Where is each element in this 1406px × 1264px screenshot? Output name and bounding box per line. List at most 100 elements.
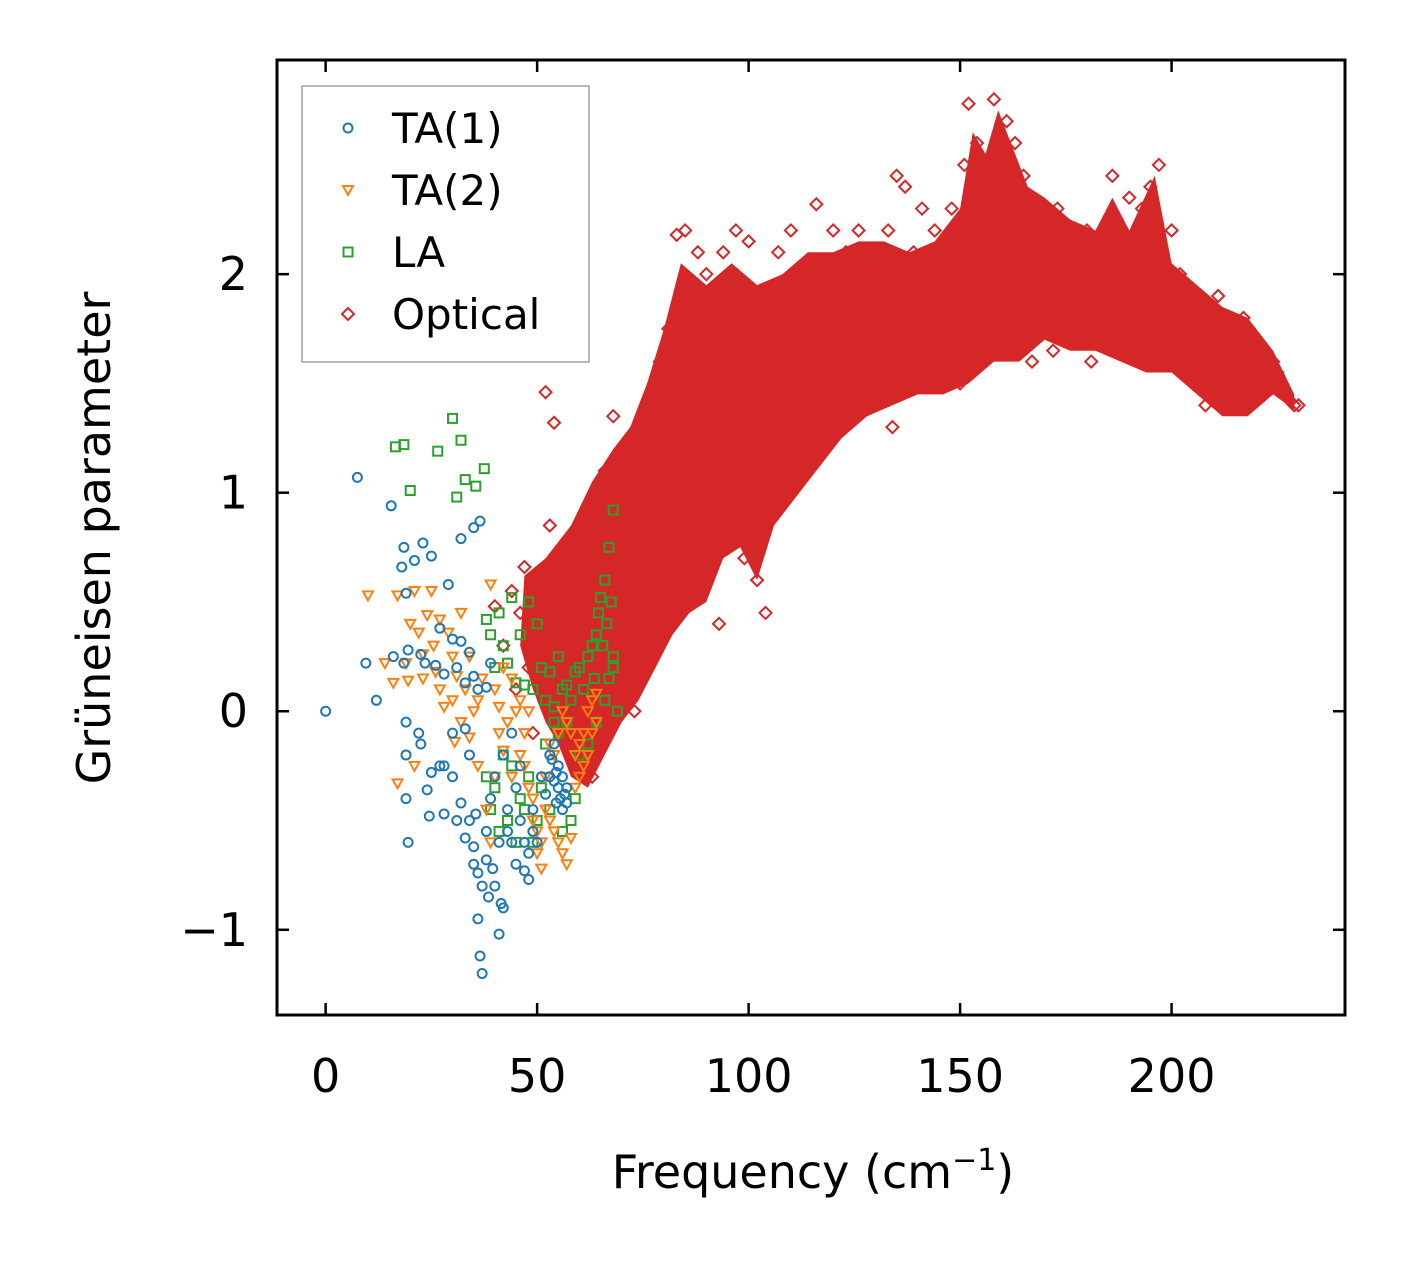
data-point (923, 376, 938, 391)
data-point (572, 528, 587, 544)
data-point (1291, 397, 1306, 413)
data-point (474, 950, 486, 962)
data-point (485, 793, 497, 805)
data-point (468, 522, 480, 534)
data-point (425, 550, 437, 562)
data-point (766, 463, 782, 479)
data-point (530, 826, 544, 839)
data-point (390, 778, 405, 791)
data-point (673, 485, 689, 501)
data-point (472, 913, 484, 925)
data-point (360, 657, 372, 669)
legend-marker (342, 122, 354, 134)
data-point (1244, 376, 1260, 391)
data-point (488, 684, 502, 697)
data-point (385, 500, 397, 512)
data-point (1176, 354, 1192, 369)
data-point (1075, 299, 1091, 315)
data-point (939, 354, 955, 369)
data-point (648, 507, 663, 522)
data-point (1062, 223, 1078, 238)
data-point (510, 858, 522, 870)
data-point (531, 618, 543, 630)
data-point (1274, 376, 1289, 391)
data-point (595, 592, 607, 604)
data-point (1071, 266, 1086, 282)
data-point (441, 627, 456, 640)
data-point (482, 891, 494, 903)
data-point (552, 760, 564, 772)
data-point (584, 769, 600, 785)
data-point (918, 288, 934, 304)
data-point (455, 434, 467, 446)
data-point (1130, 266, 1146, 282)
data-point (893, 310, 909, 326)
optical-density-region (520, 110, 1295, 788)
series-ta-2- (361, 579, 604, 876)
data-point (586, 640, 598, 652)
data-point (538, 384, 554, 400)
data-point (694, 441, 710, 457)
data-point (635, 528, 651, 544)
data-point (561, 782, 573, 794)
data-point (711, 616, 727, 632)
data-point (454, 717, 468, 730)
data-point (400, 587, 412, 599)
data-point (526, 815, 540, 828)
data-point (1189, 288, 1205, 304)
data-point (986, 91, 1002, 107)
data-point (1058, 310, 1074, 326)
data-point (1007, 135, 1023, 151)
data-point (497, 902, 509, 914)
data-point (978, 179, 993, 195)
data-point (557, 825, 569, 837)
data-point (956, 157, 972, 173)
data-point (458, 684, 472, 697)
data-point (493, 607, 505, 619)
data-point (438, 668, 450, 680)
data-point (611, 705, 623, 717)
data-point (470, 808, 482, 820)
data-point (459, 723, 471, 735)
data-point (868, 397, 883, 413)
data-point (1210, 288, 1226, 304)
data-point (618, 616, 634, 632)
data-point (1155, 266, 1171, 282)
data-point (517, 760, 532, 773)
data-point (489, 782, 501, 794)
data-point (800, 266, 816, 282)
y-tick-label: −1 (180, 903, 248, 957)
data-point (834, 397, 850, 413)
y-axis-title: Grüneisen parameter (67, 291, 121, 784)
data-point (450, 671, 464, 684)
data-point (1214, 376, 1230, 391)
data-point (529, 572, 545, 588)
data-point (471, 695, 485, 708)
data-point (463, 646, 475, 658)
legend: TA(1) TA(2) LA Optical (301, 85, 590, 363)
data-point (390, 590, 405, 603)
data-point (599, 694, 611, 706)
data-point (578, 683, 590, 695)
data-point (513, 749, 527, 763)
data-point (543, 815, 557, 828)
data-point (527, 804, 539, 816)
data-point (546, 415, 562, 431)
legend-item: TA(2) (341, 166, 503, 215)
data-point (1159, 310, 1175, 326)
data-point (517, 559, 532, 575)
data-point (808, 196, 824, 212)
data-point (531, 836, 543, 848)
data-point (715, 244, 731, 260)
data-point (1147, 321, 1163, 337)
data-point (466, 706, 481, 719)
data-point (433, 614, 447, 627)
data-point (656, 572, 672, 588)
data-point (948, 288, 964, 304)
data-point (400, 793, 412, 805)
data-point (605, 596, 617, 608)
data-point (1193, 332, 1209, 348)
data-point (398, 541, 410, 553)
data-point (830, 332, 845, 348)
